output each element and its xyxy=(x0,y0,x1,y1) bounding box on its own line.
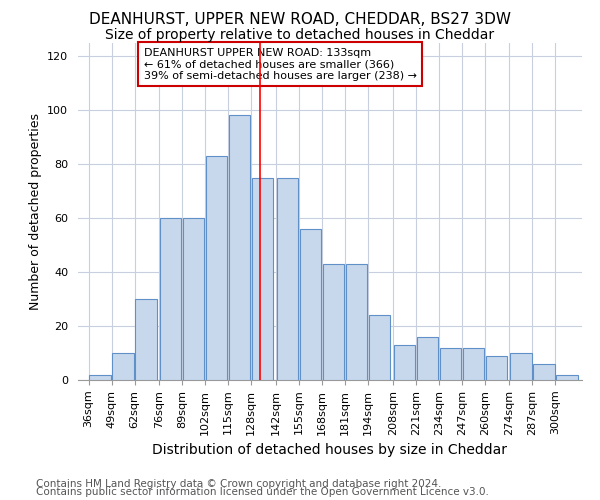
Y-axis label: Number of detached properties: Number of detached properties xyxy=(29,113,41,310)
Text: DEANHURST, UPPER NEW ROAD, CHEDDAR, BS27 3DW: DEANHURST, UPPER NEW ROAD, CHEDDAR, BS27… xyxy=(89,12,511,28)
Bar xyxy=(229,116,250,380)
Bar xyxy=(440,348,461,380)
Bar xyxy=(463,348,484,380)
Bar xyxy=(206,156,227,380)
Bar xyxy=(556,374,578,380)
Bar xyxy=(394,345,415,380)
Bar xyxy=(89,374,111,380)
Bar xyxy=(511,353,532,380)
Bar xyxy=(369,315,390,380)
Bar xyxy=(160,218,181,380)
Bar xyxy=(300,229,321,380)
Bar xyxy=(277,178,298,380)
Bar xyxy=(183,218,205,380)
Text: Contains HM Land Registry data © Crown copyright and database right 2024.: Contains HM Land Registry data © Crown c… xyxy=(36,479,442,489)
Bar xyxy=(416,337,438,380)
Text: Size of property relative to detached houses in Cheddar: Size of property relative to detached ho… xyxy=(106,28,494,42)
Bar xyxy=(136,299,157,380)
X-axis label: Distribution of detached houses by size in Cheddar: Distribution of detached houses by size … xyxy=(152,443,508,457)
Bar xyxy=(346,264,367,380)
Text: Contains public sector information licensed under the Open Government Licence v3: Contains public sector information licen… xyxy=(36,487,489,497)
Bar xyxy=(323,264,344,380)
Bar xyxy=(112,353,134,380)
Bar xyxy=(533,364,554,380)
Text: DEANHURST UPPER NEW ROAD: 133sqm
← 61% of detached houses are smaller (366)
39% : DEANHURST UPPER NEW ROAD: 133sqm ← 61% o… xyxy=(143,48,416,81)
Bar xyxy=(485,356,507,380)
Bar xyxy=(252,178,274,380)
